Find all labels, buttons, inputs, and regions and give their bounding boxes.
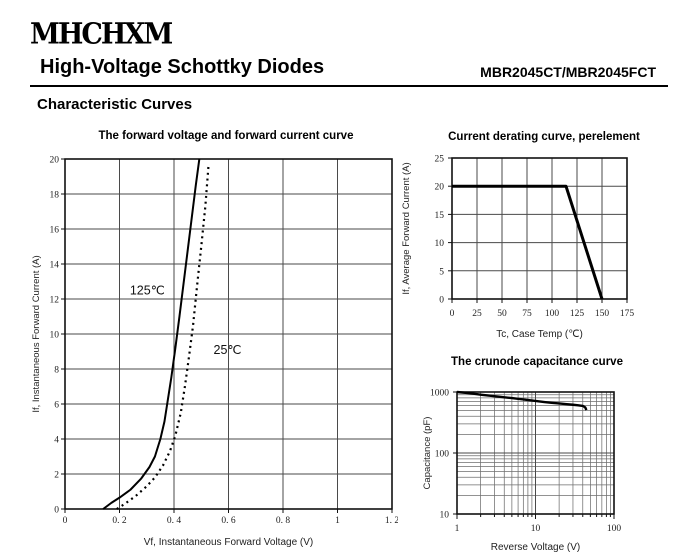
svg-text:1000: 1000 bbox=[430, 389, 449, 399]
svg-text:10: 10 bbox=[50, 331, 60, 341]
svg-text:150: 150 bbox=[595, 309, 610, 319]
svg-text:0: 0 bbox=[54, 506, 59, 516]
svg-text:100: 100 bbox=[435, 450, 450, 460]
svg-text:25℃: 25℃ bbox=[214, 343, 242, 357]
svg-text:16: 16 bbox=[50, 226, 60, 236]
svg-text:10: 10 bbox=[435, 239, 445, 249]
svg-text:175: 175 bbox=[620, 309, 635, 319]
svg-text:Reverse Voltage (V): Reverse Voltage (V) bbox=[491, 542, 581, 553]
svg-text:10: 10 bbox=[440, 511, 450, 521]
svg-text:100: 100 bbox=[545, 309, 560, 319]
svg-text:5: 5 bbox=[439, 267, 444, 277]
svg-text:50: 50 bbox=[497, 309, 507, 319]
page-title: High-Voltage Schottky Diodes bbox=[40, 56, 325, 78]
svg-text:1. 2: 1. 2 bbox=[385, 516, 398, 526]
current-derating-plot: 0 25 50 75 100 125 150 175 0 5 10 15 20 25 Tc, Case Te… bbox=[401, 155, 635, 341]
svg-text:125℃: 125℃ bbox=[130, 283, 165, 297]
svg-text:100: 100 bbox=[607, 524, 622, 534]
svg-text:1: 1 bbox=[455, 524, 460, 534]
svg-text:Capacitance (pF): Capacitance (pF) bbox=[422, 417, 433, 490]
svg-text:0: 0 bbox=[63, 516, 68, 526]
forward-voltage-chart: The forward voltage and forward current … bbox=[28, 130, 398, 556]
svg-text:125: 125 bbox=[570, 309, 585, 319]
svg-text:8: 8 bbox=[54, 366, 59, 376]
svg-text:0. 8: 0. 8 bbox=[276, 516, 291, 526]
chart-title-forward-voltage: The forward voltage and forward current … bbox=[98, 130, 354, 142]
current-derating-chart: Current derating curve, perelement 0 25 50… bbox=[398, 131, 690, 342]
svg-text:25: 25 bbox=[472, 309, 482, 319]
forward-voltage-plot: 0 0. 2 0. 4 0. 6 0. 8 1 1. 2 0 2 4 6 8 10 12 14 16 18 20 V… bbox=[31, 156, 398, 549]
svg-text:0. 2: 0. 2 bbox=[112, 516, 127, 526]
svg-text:If, Instantaneous Forward Curr: If, Instantaneous Forward Current (A) bbox=[31, 255, 42, 412]
capacitance-plot: 1 10 100 10 100 1000 Reverse Voltage (V) Capaci… bbox=[422, 389, 622, 554]
chart-title-current-derating: Current derating curve, perelement bbox=[448, 131, 640, 143]
svg-text:0. 4: 0. 4 bbox=[167, 516, 182, 526]
svg-text:15: 15 bbox=[435, 211, 445, 221]
svg-text:0. 6: 0. 6 bbox=[221, 516, 236, 526]
svg-text:4: 4 bbox=[54, 436, 59, 446]
svg-text:0: 0 bbox=[439, 296, 444, 306]
svg-text:If, Average Forward Current (A: If, Average Forward Current (A) bbox=[401, 162, 412, 294]
svg-text:20: 20 bbox=[435, 183, 445, 193]
part-number: MBR2045CT/MBR2045FCT bbox=[480, 64, 656, 80]
svg-text:6: 6 bbox=[54, 401, 59, 411]
svg-text:18: 18 bbox=[50, 191, 60, 201]
svg-text:75: 75 bbox=[522, 309, 532, 319]
svg-text:10: 10 bbox=[531, 524, 541, 534]
chart-title-capacitance: The crunode capacitance curve bbox=[451, 356, 623, 368]
brand-logo: MHCHXM bbox=[30, 18, 173, 51]
svg-text:1: 1 bbox=[335, 516, 340, 526]
svg-text:Tc, Case Temp (℃): Tc, Case Temp (℃) bbox=[496, 329, 583, 340]
svg-text:Vf, Instantaneous Forward Volt: Vf, Instantaneous Forward Voltage (V) bbox=[144, 537, 314, 548]
svg-text:0: 0 bbox=[450, 309, 455, 319]
capacitance-chart: The crunode capacitance curve 1 10 100 10 10… bbox=[398, 356, 690, 554]
svg-text:12: 12 bbox=[50, 296, 60, 306]
header-rule bbox=[30, 85, 668, 87]
svg-text:20: 20 bbox=[50, 156, 60, 166]
svg-text:2: 2 bbox=[54, 471, 59, 481]
svg-text:14: 14 bbox=[50, 261, 60, 271]
svg-text:25: 25 bbox=[435, 155, 445, 165]
section-title: Characteristic Curves bbox=[37, 96, 193, 113]
